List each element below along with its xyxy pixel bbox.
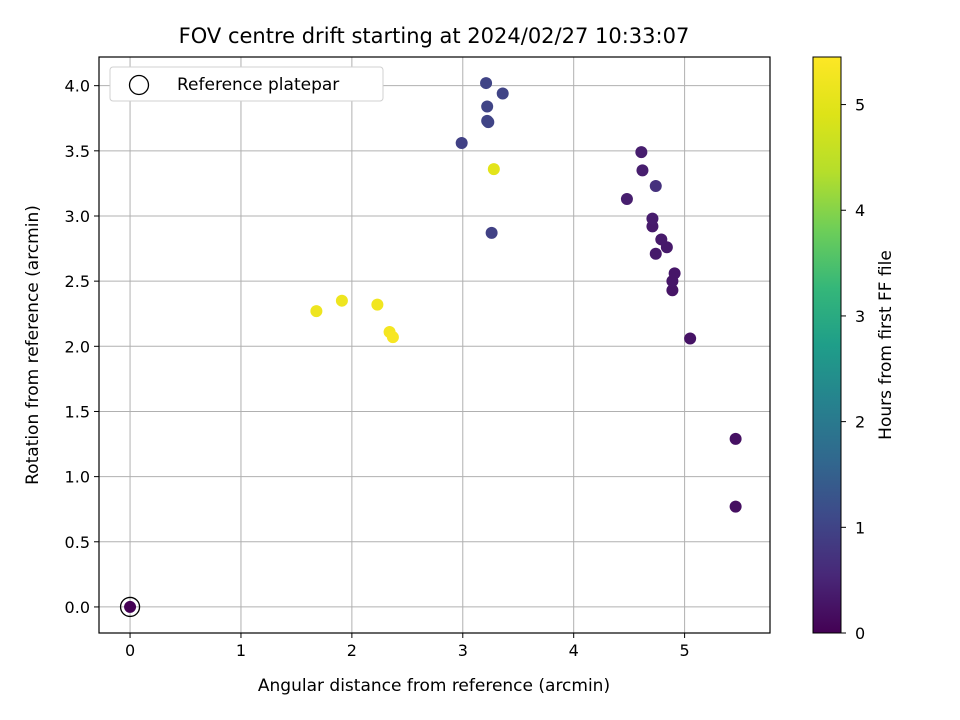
legend-box [109,66,384,102]
y-tick-label: 3.0 [65,207,90,226]
y-tick-label: 0.0 [65,598,90,617]
y-axis: 0.0 0.5 1.0 1.5 2.0 2.5 3.0 3.5 4.0 [65,77,99,617]
data-point [649,247,662,260]
legend-reference-marker [128,74,150,96]
colorbar-tick-label: 5 [855,96,865,115]
colorbar-frame [812,56,842,634]
data-point [666,284,679,297]
colorbar-tick-label: 2 [855,413,865,432]
data-point [668,267,681,280]
x-axis-label: Angular distance from reference (arcmin) [258,676,610,696]
grid [99,57,770,633]
y-axis-label: Rotation from reference (arcmin) [23,205,43,485]
data-point [371,298,384,311]
x-axis: 0 1 2 3 4 5 [125,633,690,660]
y-tick-label: 4.0 [65,77,90,96]
data-point [646,212,659,225]
colorbar: 0 1 2 3 4 5 Hours from first FF file [812,56,896,643]
data-point [729,432,742,445]
x-tick-label: 5 [680,641,690,660]
data-point [455,137,468,150]
x-tick-label: 4 [569,641,579,660]
chart-title: FOV centre drift starting at 2024/02/27 … [179,24,690,48]
plot-frame [98,56,771,634]
y-tick-label: 2.0 [65,337,90,356]
data-point [487,163,500,176]
data-point [649,180,662,193]
x-tick-label: 0 [125,641,135,660]
data-point [655,233,668,246]
data-point [636,164,649,177]
data-point [386,331,399,344]
data-point [124,600,137,613]
data-points [119,77,742,618]
y-tick-label: 1.0 [65,468,90,487]
colorbar-tick-label: 4 [855,201,865,220]
colorbar-tick-label: 1 [855,518,865,537]
data-point [620,193,633,206]
data-point [485,226,498,239]
colorbar-ticks: 0 1 2 3 4 5 [841,96,865,643]
data-point [482,116,495,129]
colorbar-gradient [813,57,841,633]
x-tick-label: 2 [347,641,357,660]
legend: Reference platepar [109,66,384,102]
colorbar-tick-label: 3 [855,307,865,326]
y-tick-label: 1.5 [65,402,90,421]
data-point [684,332,697,345]
data-point [310,305,323,318]
x-tick-label: 1 [236,641,246,660]
data-point [496,87,509,100]
reference-platepar-marker [119,596,141,618]
x-tick-label: 3 [458,641,468,660]
y-tick-label: 0.5 [65,533,90,552]
data-point [480,77,493,90]
legend-label: Reference platepar [177,75,339,95]
y-tick-label: 2.5 [65,272,90,291]
data-point [335,294,348,307]
colorbar-label: Hours from first FF file [876,250,896,440]
data-point [729,500,742,513]
data-point [481,100,494,113]
y-tick-label: 3.5 [65,142,90,161]
data-point [635,146,648,159]
colorbar-tick-label: 0 [855,624,865,643]
